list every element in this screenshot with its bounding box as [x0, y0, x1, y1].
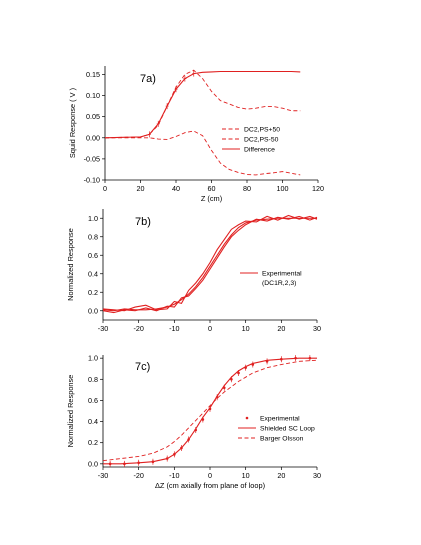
y-axis-label: Normalized Response: [66, 228, 75, 301]
x-tick-label: 120: [312, 184, 324, 193]
x-tick-label: 30: [313, 471, 321, 480]
x-axis-label: Z (cm): [201, 194, 222, 203]
legend-label: DC2,PS+50: [244, 127, 280, 134]
x-tick-label: -10: [169, 324, 179, 333]
x-tick-label: 10: [242, 471, 250, 480]
legend-label: Shielded SC Loop: [260, 426, 315, 433]
x-tick-label: -10: [169, 471, 179, 480]
y-tick-label: 0.4: [88, 269, 98, 278]
chart-panel-1: 0 20 40 60 80 100 120 -0.10 -0.05 0.00 0.05 0.10 0.1…: [68, 66, 324, 203]
y-tick-label: 0.8: [88, 375, 98, 384]
y-tick-label: 0.4: [88, 417, 98, 426]
legend-label: Experimental: [260, 416, 300, 423]
y-tick-label: 0.2: [88, 288, 98, 297]
legend-label: DC2,PS-50: [244, 137, 279, 144]
series-line-2: [103, 357, 317, 465]
series-line-3: [104, 70, 301, 139]
y-tick-label: 0.00: [86, 133, 100, 142]
legend-label: Difference: [244, 147, 275, 154]
y-tick-label: 1.0: [88, 354, 98, 363]
panel-label: 7b): [135, 216, 151, 228]
series-line-3: [102, 215, 318, 314]
y-axis-label: Squid Response ( V ): [68, 88, 77, 158]
x-tick-label: 60: [208, 184, 216, 193]
series-line-1: [102, 217, 317, 312]
y-tick-label: 0.10: [86, 91, 100, 100]
x-tick-label: 30: [313, 324, 321, 333]
x-tick-label: -30: [98, 324, 108, 333]
y-tick-label: -0.10: [84, 176, 100, 185]
panel-label: 7a): [140, 73, 156, 85]
legend-swatch: [245, 416, 249, 420]
x-axis-label: ΔZ (cm axially from plane of loop): [155, 481, 265, 490]
y-tick-label: 0.8: [88, 232, 98, 241]
y-tick-label: 0.6: [88, 251, 98, 260]
x-tick-label: 100: [277, 184, 289, 193]
y-tick-label: 0.0: [88, 459, 98, 468]
legend-label: Barger Olsson: [260, 436, 304, 443]
x-tick-label: -30: [98, 471, 108, 480]
x-tick-label: 20: [277, 324, 285, 333]
y-tick-label: -0.05: [84, 154, 100, 163]
y-tick-label: 1.0: [88, 214, 98, 223]
x-tick-label: 20: [277, 471, 285, 480]
y-tick-label: 0.0: [88, 306, 98, 315]
legend-label: Experimental: [262, 271, 302, 278]
y-tick-label: 0.05: [86, 112, 100, 121]
x-tick-label: 80: [243, 184, 251, 193]
x-tick-label: 0: [103, 184, 107, 193]
x-tick-label: 40: [172, 184, 180, 193]
y-tick-label: 0.2: [88, 438, 98, 447]
series-line-2: [102, 214, 318, 312]
series-line-2: [105, 130, 301, 176]
y-tick-label: 0.6: [88, 396, 98, 405]
y-axis-label: Normalized Response: [66, 375, 75, 448]
chart-panel-3: -30 -20 -10 0 10 20 30 0.0 0.2 0.4 0.6 0.8 1.0 ΔZ (cm…: [66, 354, 321, 490]
legend-sublabel: (DC1R,2,3): [262, 280, 296, 287]
x-tick-label: 0: [208, 324, 212, 333]
chart-panel-2: -30 -20 -10 0 10 20 30 0.0 0.2 0.4 0.6 0.8 1.0 Normal…: [66, 209, 321, 333]
series-line-3: [102, 359, 318, 462]
panel-label: 7c): [135, 361, 150, 373]
x-tick-label: -20: [133, 324, 143, 333]
y-tick-label: 0.15: [86, 70, 100, 79]
x-tick-label: -20: [133, 471, 143, 480]
x-tick-label: 10: [242, 324, 250, 333]
x-tick-label: 20: [137, 184, 145, 193]
x-tick-label: 0: [208, 471, 212, 480]
